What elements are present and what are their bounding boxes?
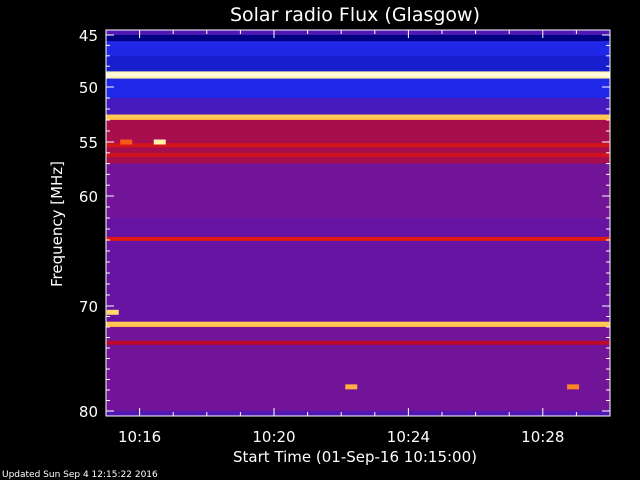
- frequency-band-7: [106, 120, 610, 164]
- frequency-band-9: [106, 218, 610, 322]
- y-tick-label-1: 50: [79, 79, 98, 97]
- y-tick-label-3: 60: [79, 188, 98, 206]
- emission-line-1: [106, 114, 610, 119]
- radio-burst-4: [106, 309, 119, 315]
- x-tick-label-3: 10:28: [521, 428, 564, 446]
- radio-burst-2: [345, 384, 358, 390]
- y-tick-label-2: 55: [79, 134, 98, 152]
- frequency-band-11: [106, 327, 610, 411]
- frequency-band-8: [106, 163, 610, 218]
- x-tick-label-2: 10:24: [387, 428, 430, 446]
- footer-timestamp: Updated Sun Sep 4 12:15:22 2016: [2, 470, 158, 480]
- radio-burst-1: [120, 139, 133, 145]
- x-axis-title: Start Time (01-Sep-16 10:15:00): [233, 448, 477, 466]
- chart-title: Solar radio Flux (Glasgow): [230, 4, 480, 26]
- emission-line-3: [106, 152, 610, 157]
- frequency-band-2: [106, 55, 610, 72]
- radio-burst-3: [567, 384, 580, 390]
- emission-line-4: [106, 236, 610, 241]
- y-tick-label-5: 80: [79, 403, 98, 421]
- plot-area: [106, 30, 610, 416]
- axes: 45 50 55 60 70 80 10:16 10:20 10:24 10:28: [79, 27, 611, 446]
- x-tick-label-0: 10:16: [118, 428, 161, 446]
- y-tick-label-4: 70: [79, 298, 98, 316]
- radio-burst-0: [153, 139, 166, 145]
- frequency-band-4: [106, 78, 610, 98]
- frequency-band-0: [106, 35, 610, 42]
- emission-line-6: [106, 340, 610, 345]
- emission-line-5: [106, 321, 610, 326]
- y-axis-title: Frequency [MHz]: [48, 161, 66, 287]
- y-tick-label-0: 45: [79, 27, 98, 45]
- emission-line-0: [106, 72, 610, 77]
- emission-line-2: [106, 143, 610, 148]
- plot-frame: [105, 29, 611, 417]
- x-tick-label-1: 10:20: [252, 428, 295, 446]
- frequency-band-5: [106, 98, 610, 115]
- frequency-band-1: [106, 41, 610, 56]
